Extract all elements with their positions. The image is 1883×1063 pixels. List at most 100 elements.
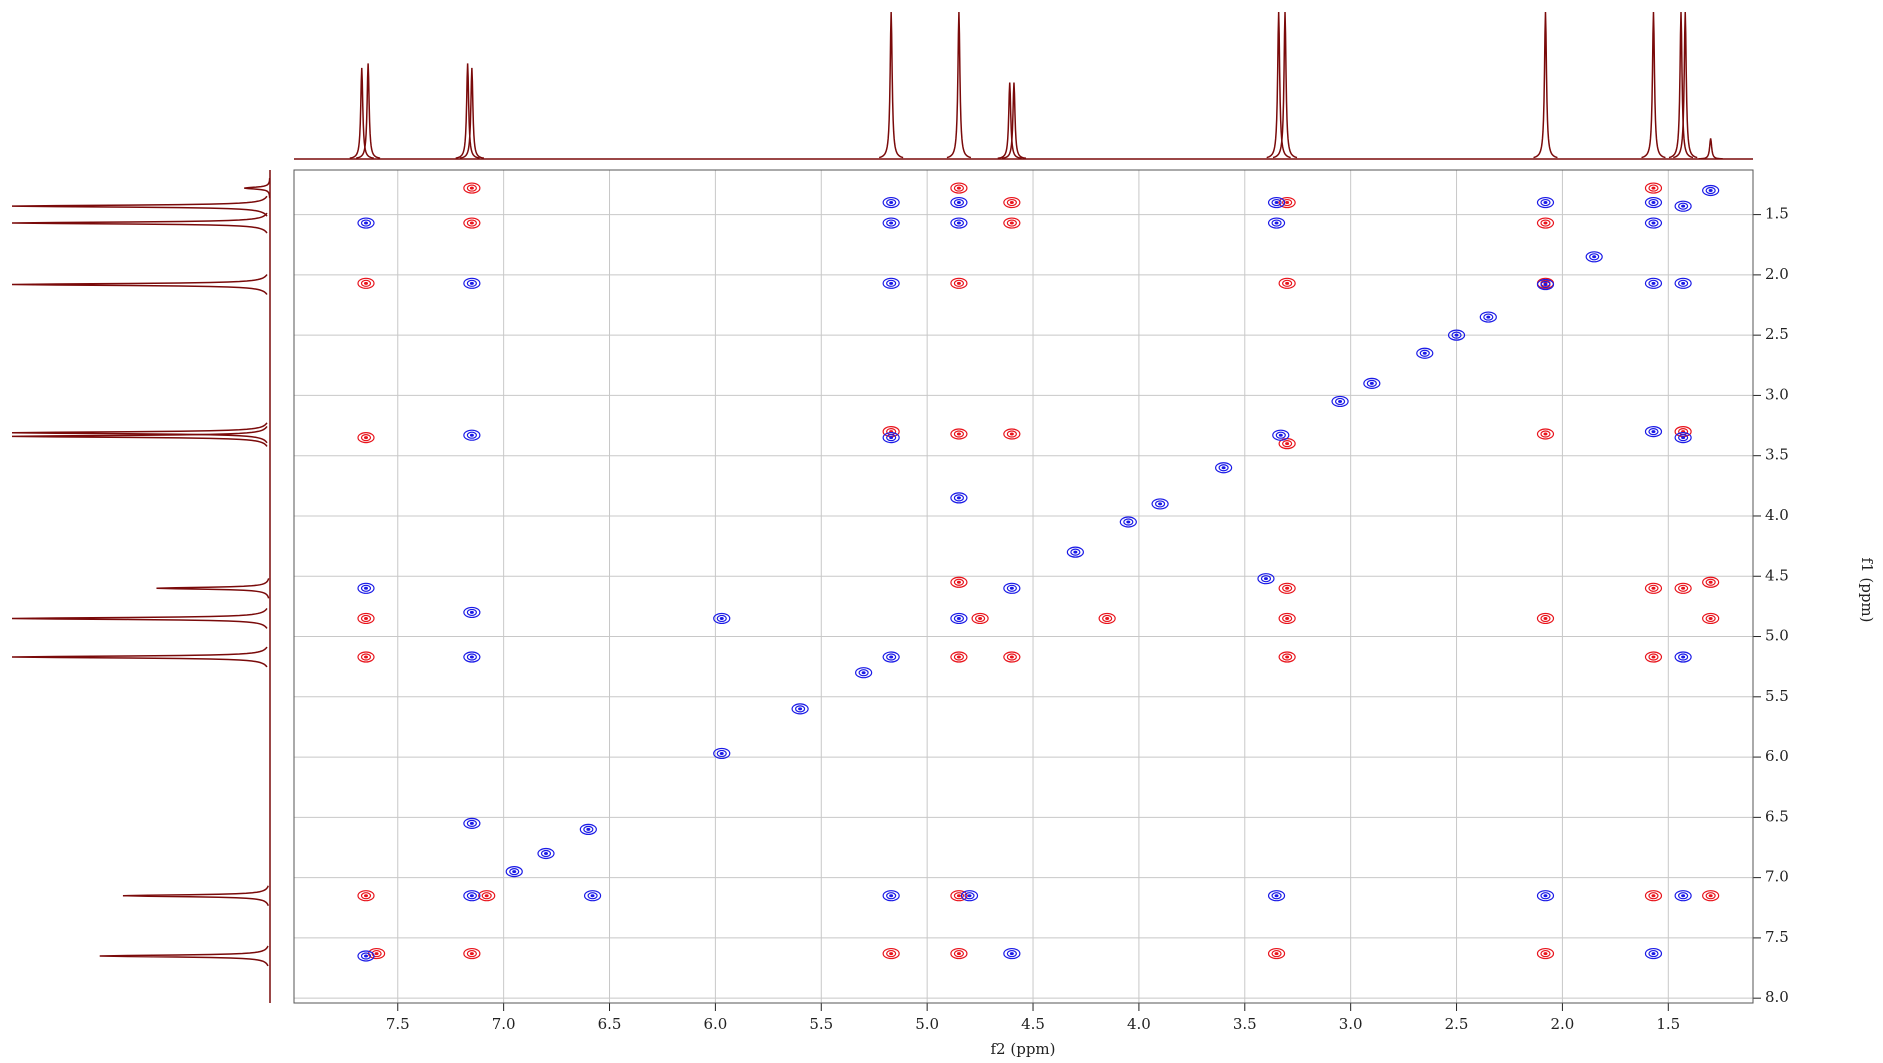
trace-peak [1272,11,1298,159]
cross-peak [1674,432,1692,444]
cross-peak [1267,217,1286,229]
cross-peak [882,196,900,209]
contour [1260,575,1272,583]
cross-peak [950,277,968,289]
cross-peak [950,428,968,440]
x-tick-label: 5.5 [809,1015,833,1033]
contour [1451,331,1462,339]
cross-peak [1644,425,1663,438]
contour [1285,586,1290,590]
contour [794,705,806,713]
contour [478,890,496,902]
x-tick-label: 3.0 [1339,1015,1363,1033]
cross-peak [463,817,481,829]
x-tick-label: 2.5 [1445,1015,1469,1033]
cross-peak [1272,429,1290,441]
trace-peak [459,67,484,159]
contour [1006,430,1017,438]
contour [956,201,961,205]
contour [1126,520,1131,524]
cross-peak [1331,395,1349,408]
contour [1543,894,1548,898]
contour [882,947,900,960]
contour [953,578,965,586]
contour [463,817,481,829]
cross-peak [1644,196,1663,209]
contour [953,892,965,900]
cross-peak [1003,217,1021,229]
trace-peak [1673,11,1698,159]
contour [540,849,552,858]
contour [1543,616,1548,620]
contour [1651,186,1656,190]
contour [583,890,602,902]
contour [964,892,975,900]
cross-peak [357,217,375,229]
cross-peak [537,847,555,860]
cross-peak [1267,947,1286,960]
contour [1543,283,1548,287]
cross-peak [882,947,900,960]
cross-peak [1066,546,1084,558]
x-tick-label: 5.0 [915,1015,939,1033]
trace-peak [1001,82,1027,159]
contour [889,281,894,285]
contour [357,950,375,962]
contour [1009,201,1014,205]
contour [1648,584,1659,592]
cross-peak [1536,947,1555,960]
contour [1705,578,1716,586]
cross-peak [1674,200,1692,212]
contour [719,616,724,620]
contour [1416,347,1434,359]
trace-peak [1698,138,1723,160]
contour [360,584,372,592]
contour [956,655,961,659]
contour [1285,281,1290,285]
contour [1267,196,1286,209]
cross-peak [950,651,968,663]
x-tick-label: 7.0 [492,1015,516,1033]
contour [886,219,897,227]
cross-peak [463,606,481,619]
contour [374,952,379,956]
contour [1648,219,1659,227]
contour [1419,349,1430,357]
contour [1651,586,1656,590]
contour [953,279,965,287]
contour [1215,462,1233,474]
contour [889,221,894,225]
contour [360,614,372,623]
cross-peak [1267,890,1286,902]
contour [357,612,375,625]
contour [889,201,894,205]
contour [583,825,594,834]
contour [1369,381,1374,385]
contour [1154,500,1166,508]
contour [953,430,965,438]
contour [1674,651,1692,663]
contour [1003,947,1021,960]
contour [1543,432,1548,436]
contour [466,949,477,958]
contour [1705,892,1716,900]
cross-peak [583,890,602,902]
contour [1447,329,1466,341]
contour [1708,894,1713,898]
contour [1003,217,1021,229]
cross-peak [1479,311,1497,323]
cross-peak [1644,182,1663,194]
contour [505,866,523,878]
cross-peak [1644,890,1663,902]
contour [1651,430,1656,434]
cross-peak [1536,612,1555,625]
cross-peak [1702,184,1720,197]
contour [1543,221,1548,225]
trace-peak [349,67,374,159]
contour [1274,221,1279,225]
contour [1272,429,1290,441]
contour [1338,399,1343,403]
contour [1483,313,1494,321]
contour [1592,255,1597,259]
contour [1009,586,1014,590]
